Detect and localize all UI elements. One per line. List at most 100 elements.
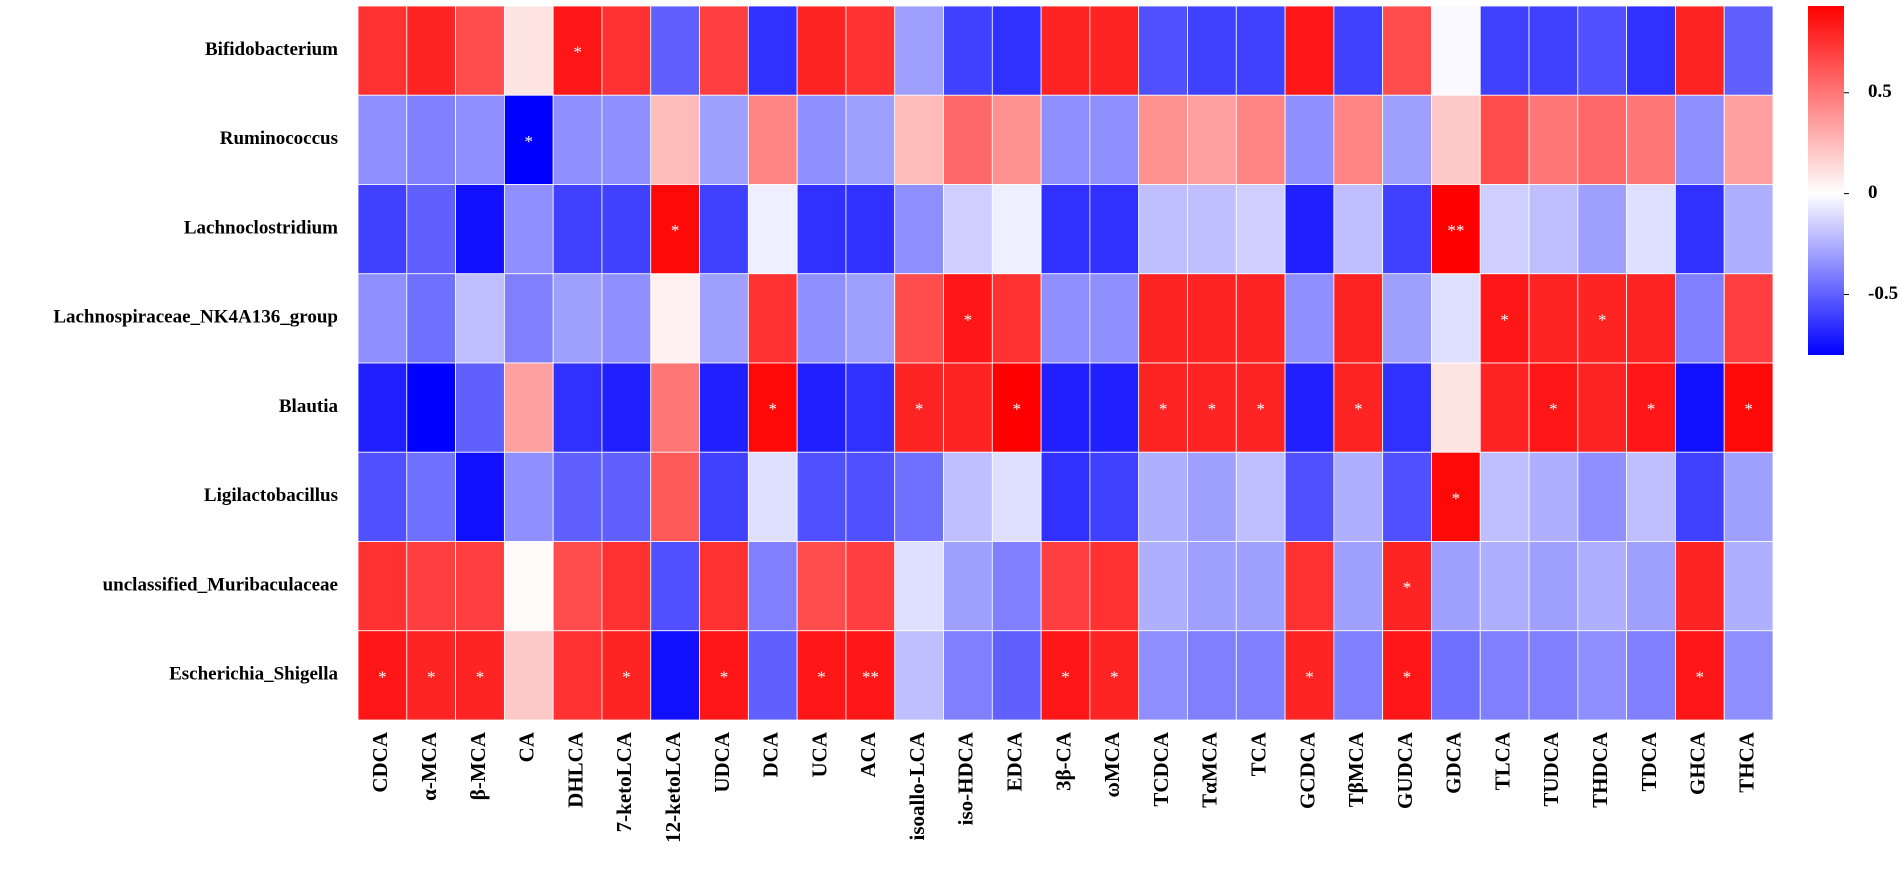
cell bbox=[455, 94, 505, 185]
cell bbox=[1431, 362, 1481, 453]
cell bbox=[894, 184, 944, 275]
cell bbox=[1626, 5, 1676, 96]
cell bbox=[1040, 5, 1091, 96]
significance-label: * bbox=[1305, 667, 1314, 686]
cell bbox=[1431, 184, 1481, 275]
column-label: UCA bbox=[807, 731, 831, 777]
cell bbox=[503, 541, 554, 632]
cell bbox=[1138, 630, 1188, 721]
cell bbox=[1675, 630, 1725, 721]
cell bbox=[650, 273, 700, 364]
cell bbox=[1333, 630, 1384, 721]
cell bbox=[552, 630, 603, 721]
cell bbox=[1723, 94, 1774, 185]
cell bbox=[747, 451, 798, 542]
cell bbox=[894, 451, 944, 542]
cell bbox=[845, 273, 896, 364]
cell bbox=[357, 630, 408, 721]
row-label: Blautia bbox=[279, 396, 339, 417]
cell bbox=[1040, 273, 1091, 364]
cell bbox=[503, 630, 554, 721]
cell bbox=[650, 541, 700, 632]
cell bbox=[1284, 184, 1335, 275]
cell bbox=[1723, 273, 1774, 364]
cell bbox=[943, 184, 993, 275]
cell bbox=[1675, 541, 1725, 632]
cell bbox=[1284, 362, 1335, 453]
cell bbox=[601, 630, 652, 721]
cell bbox=[796, 94, 847, 185]
cell bbox=[1089, 5, 1140, 96]
cell bbox=[650, 184, 700, 275]
cell bbox=[503, 184, 554, 275]
cell bbox=[1479, 184, 1530, 275]
significance-label: * bbox=[1208, 400, 1217, 419]
column-label: TUDCA bbox=[1539, 731, 1563, 807]
cell bbox=[1431, 630, 1481, 721]
cell bbox=[796, 5, 847, 96]
cell bbox=[1187, 184, 1237, 275]
cell bbox=[943, 451, 993, 542]
cell bbox=[699, 541, 749, 632]
cell bbox=[1284, 451, 1335, 542]
cell bbox=[1528, 94, 1579, 185]
cell bbox=[845, 362, 896, 453]
significance-label: * bbox=[720, 667, 729, 686]
cell bbox=[1479, 451, 1530, 542]
row-label: Lachnoclostridium bbox=[184, 217, 338, 238]
significance-label: * bbox=[1598, 310, 1607, 329]
row-label: Bifidobacterium bbox=[205, 39, 338, 60]
cell bbox=[406, 273, 456, 364]
cell bbox=[845, 94, 896, 185]
cell bbox=[1284, 94, 1335, 185]
cell bbox=[796, 541, 847, 632]
cell bbox=[1723, 541, 1774, 632]
column-label: CDCA bbox=[368, 731, 392, 792]
cell bbox=[601, 362, 652, 453]
cell bbox=[503, 273, 554, 364]
cell bbox=[1577, 630, 1628, 721]
cell bbox=[650, 362, 700, 453]
cell bbox=[1040, 184, 1091, 275]
cell bbox=[699, 451, 749, 542]
cell bbox=[1284, 541, 1335, 632]
cell bbox=[1235, 94, 1286, 185]
cell bbox=[552, 451, 603, 542]
cell bbox=[991, 630, 1042, 721]
significance-label: * bbox=[525, 132, 534, 151]
column-label: UDCA bbox=[710, 731, 734, 792]
cell bbox=[747, 273, 798, 364]
cell bbox=[503, 94, 554, 185]
significance-label: * bbox=[915, 400, 924, 419]
colorbar-tick-label: 0.5 bbox=[1868, 81, 1892, 102]
significance-label: * bbox=[1159, 400, 1168, 419]
cell bbox=[1089, 94, 1140, 185]
significance-label: * bbox=[1110, 667, 1119, 686]
cell bbox=[1138, 273, 1188, 364]
cell bbox=[1284, 5, 1335, 96]
cell bbox=[1431, 273, 1481, 364]
cell bbox=[1626, 541, 1676, 632]
cell bbox=[699, 184, 749, 275]
column-label: ACA bbox=[856, 731, 880, 777]
cell bbox=[650, 94, 700, 185]
cell bbox=[552, 5, 603, 96]
cell bbox=[1675, 362, 1725, 453]
column-label: THCA bbox=[1734, 731, 1758, 793]
cell bbox=[601, 451, 652, 542]
column-label: 7-ketoLCA bbox=[612, 731, 636, 832]
cell bbox=[1431, 5, 1481, 96]
cell bbox=[1138, 94, 1188, 185]
cell bbox=[1577, 541, 1628, 632]
significance-label: * bbox=[1549, 400, 1558, 419]
cell bbox=[1675, 451, 1725, 542]
row-label: Ligilactobacillus bbox=[204, 485, 338, 506]
cell bbox=[1187, 5, 1237, 96]
cell bbox=[601, 94, 652, 185]
cell bbox=[1333, 362, 1384, 453]
cell bbox=[1235, 5, 1286, 96]
significance-label: * bbox=[427, 667, 436, 686]
column-label: DCA bbox=[759, 731, 783, 777]
cell bbox=[845, 184, 896, 275]
